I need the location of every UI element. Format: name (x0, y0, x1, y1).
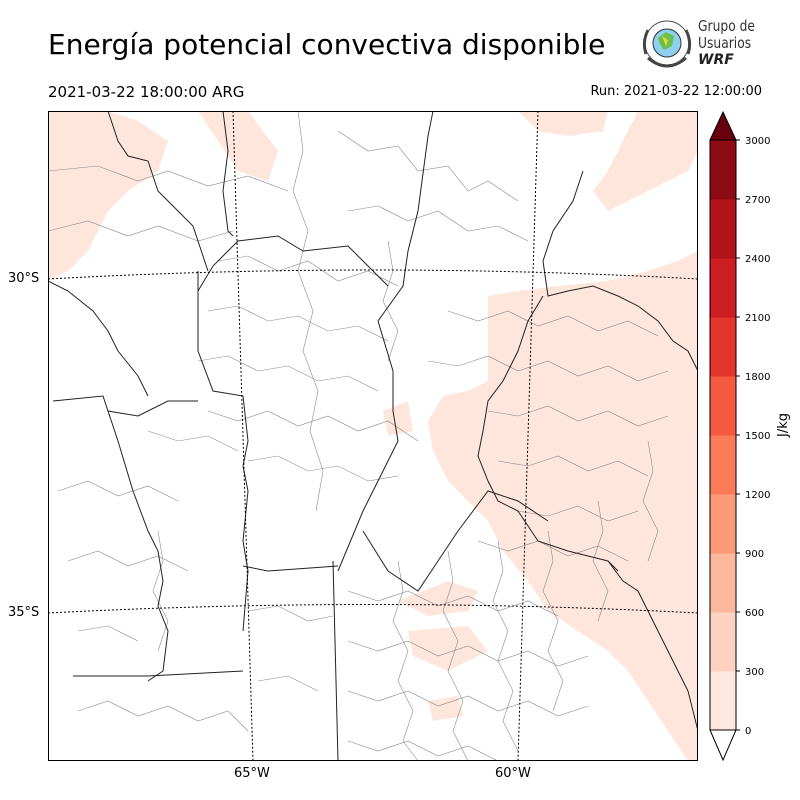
colorbar-tick-label: 2100 (745, 313, 770, 324)
colorbar-tick-label: 3000 (745, 136, 770, 147)
colorbar-segment (710, 258, 736, 318)
map-panel (48, 111, 698, 761)
cape-area-s2 (408, 626, 488, 671)
graticule (48, 111, 698, 761)
logo-line2: Usuarios (698, 34, 752, 52)
colorbar: 0 300 600 900 1200 1500 1800 2100 2400 2700 3000 (709, 110, 770, 762)
border-catamarca-cordoba (107, 111, 209, 272)
graticule-lon-65 (232, 111, 254, 761)
colorbar-segment (710, 199, 736, 259)
map-frame (48, 111, 698, 761)
cape-area-ne (593, 111, 698, 211)
border-corrientes (542, 170, 698, 372)
colorbar-tick-label: 1500 (745, 431, 770, 442)
colorbar-tick-label: 600 (745, 608, 764, 619)
district-boundaries (48, 111, 669, 761)
lon-label-65: 65°W (234, 766, 270, 781)
border-lpampa-north (73, 670, 244, 677)
colorbar-unit: J/kg (776, 413, 791, 437)
valid-time: 2021-03-22 18:00:00 ARG (48, 83, 245, 101)
border-sl-mdz (107, 410, 169, 682)
lat-label-35: 35°S (8, 605, 40, 620)
border-er-sf (477, 295, 619, 572)
chart-title: Energía potencial convectiva disponible (48, 28, 606, 61)
cape-area-east (428, 251, 698, 761)
colorbar-segment (710, 317, 736, 377)
colorbar-extend-min (709, 729, 737, 762)
border-sde-north (222, 111, 234, 237)
border-cba-sl (197, 271, 249, 632)
logo-line3: WRF (698, 52, 734, 68)
colorbar-segment (710, 671, 736, 731)
colorbar-extend-max (709, 110, 737, 141)
lon-label-60: 60°W (495, 766, 531, 781)
colorbar-segment (710, 140, 736, 200)
logo-line1: Grupo de (698, 17, 756, 35)
cape-shading (48, 111, 698, 761)
wrf-group-logo: Grupo de Usuarios WRF (638, 14, 788, 76)
province-borders (48, 111, 698, 761)
globe-wreath-logo-icon (642, 20, 692, 68)
border-cba-south (242, 565, 339, 572)
border-lrioja-east (197, 235, 389, 292)
run-time: Run: 2021-03-22 12:00:00 (590, 84, 762, 99)
border-mendoza (48, 280, 149, 397)
colorbar-tick-label: 300 (745, 667, 764, 678)
graticule-lat-30 (48, 269, 698, 280)
colorbar-segment (710, 494, 736, 554)
border-rio-plata (607, 560, 698, 732)
cape-area-top (518, 111, 608, 136)
lat-label-30: 30°S (8, 271, 40, 286)
colorbar-tick-label: 2700 (745, 195, 770, 206)
graticule-lon-60 (517, 111, 539, 761)
cape-area-n2 (198, 111, 278, 181)
colorbar-tick-label: 0 (745, 726, 751, 737)
border-sl-west (52, 395, 198, 417)
cape-area-w1 (383, 401, 413, 436)
graticule-lat-35 (48, 604, 698, 614)
colorbar-tick-label: 2400 (745, 254, 770, 265)
cape-area-s3 (428, 696, 463, 721)
colorbar-tick-label: 1200 (745, 490, 770, 501)
colorbar-segment (710, 612, 736, 672)
colorbar-segment (710, 376, 736, 436)
colorbar-tick-label: 900 (745, 549, 764, 560)
border-sf-ba (362, 490, 549, 592)
colorbar-segment (710, 553, 736, 613)
border-lpampa-ba (332, 560, 339, 761)
border-chaco-sf (337, 111, 434, 572)
cape-area-s1 (398, 581, 478, 616)
cape-area-nw (48, 111, 168, 281)
colorbar-segment (710, 435, 736, 495)
colorbar-tick-label: 1800 (745, 372, 770, 383)
